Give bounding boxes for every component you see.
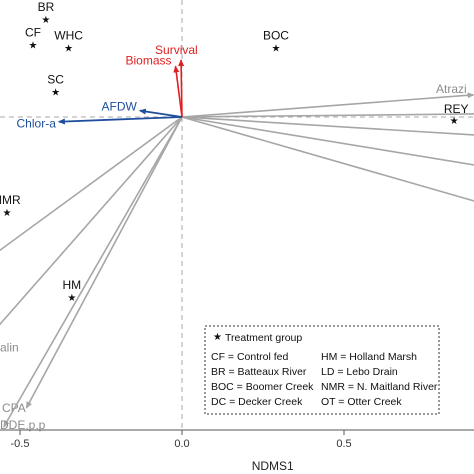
legend-entry: CF = Control fed bbox=[211, 351, 288, 363]
site-marker: ★ bbox=[450, 116, 459, 127]
legend-box bbox=[204, 325, 440, 415]
x-tick-label: 0.0 bbox=[174, 438, 189, 450]
red-vector-label: Biomass bbox=[126, 53, 172, 67]
gray-vectors: AtrazialinCPADDE,p,p bbox=[0, 82, 474, 432]
legend-entry: OT = Otter Creek bbox=[321, 396, 402, 408]
x-tick-label: -0.5 bbox=[11, 438, 30, 450]
blue-vector-label: Chlor-a bbox=[17, 117, 57, 131]
x-tick-label: 0.5 bbox=[336, 438, 351, 450]
site-marker: ★ bbox=[67, 293, 76, 304]
gray-vector-2 bbox=[181, 116, 474, 136]
site-points: ★BR★CF★WHC★SC★BOC★REY★NMR★HM bbox=[0, 0, 469, 304]
gray-vector-4 bbox=[181, 116, 474, 202]
site-label: CF bbox=[25, 25, 41, 39]
red-vector-1 bbox=[173, 65, 183, 118]
legend: ★ Treatment group CF = Control fed HM = Hol… bbox=[204, 325, 440, 415]
site-label: SC bbox=[47, 73, 64, 87]
site-label: WHC bbox=[54, 28, 83, 42]
legend-title: Treatment group bbox=[225, 332, 302, 344]
x-axis-title: NDMS1 bbox=[252, 459, 294, 473]
site-label: BOC bbox=[263, 28, 289, 42]
legend-entry: LD = Lebo Drain bbox=[321, 366, 398, 378]
site-marker: ★ bbox=[28, 40, 37, 51]
legend-entry: DC = Decker Creek bbox=[211, 396, 303, 408]
gray-vector-3 bbox=[181, 116, 474, 166]
legend-star-icon: ★ bbox=[213, 332, 222, 343]
legend-entry: HM = Holland Marsh bbox=[321, 351, 417, 363]
site-marker: ★ bbox=[271, 43, 280, 54]
gray-vector-label: alin bbox=[0, 340, 19, 354]
gray-vector-1 bbox=[181, 113, 474, 118]
legend-entry: NMR = N. Maitland River bbox=[321, 381, 438, 393]
site-label: REY bbox=[444, 102, 469, 116]
legend-entry: BR = Batteaux River bbox=[211, 366, 307, 378]
site-label: HM bbox=[63, 278, 82, 292]
gray-vector-label: DDE,p,p bbox=[0, 418, 46, 432]
gray-vector-5 bbox=[0, 116, 183, 326]
gray-vector-label: Atrazi bbox=[436, 82, 467, 96]
blue-vector-label: AFDW bbox=[102, 100, 138, 114]
gray-vector-7 bbox=[3, 116, 183, 428]
x-axis: -0.5 0.0 0.5 NDMS1 bbox=[0, 429, 474, 473]
blue-vector-0 bbox=[138, 108, 183, 118]
red-vector-0 bbox=[178, 59, 185, 117]
site-marker: ★ bbox=[41, 15, 50, 26]
site-marker: ★ bbox=[64, 43, 73, 54]
gray-vector-8 bbox=[0, 116, 183, 252]
gray-vector-6 bbox=[25, 116, 183, 409]
blue-vectors: AFDW Chlor-a bbox=[17, 100, 183, 131]
site-marker: ★ bbox=[51, 88, 60, 99]
site-label: NMR bbox=[0, 193, 21, 207]
red-vector-label: Survival bbox=[155, 43, 198, 57]
gray-vector-0 bbox=[181, 92, 474, 118]
legend-entry: BOC = Boomer Creek bbox=[211, 381, 314, 393]
site-label: BR bbox=[38, 0, 55, 14]
blue-vector-1 bbox=[57, 116, 183, 125]
site-marker: ★ bbox=[3, 208, 12, 219]
